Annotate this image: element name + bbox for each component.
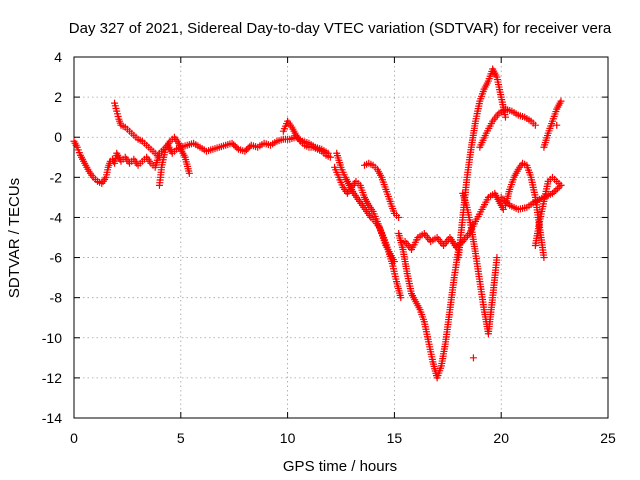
data-point (244, 144, 252, 152)
axis-ticks (73, 56, 609, 419)
data-point (499, 195, 507, 203)
x-tick-label: 15 (387, 430, 403, 446)
y-tick-label: -2 (50, 169, 63, 185)
data-point (397, 294, 405, 302)
data-point (185, 169, 193, 177)
y-axis-label: SDTVAR / TECUs (6, 178, 23, 298)
data-point (246, 143, 254, 151)
grid-lines (74, 57, 608, 418)
data-point (504, 200, 512, 208)
data-point (502, 198, 510, 206)
x-tick-label: 25 (600, 430, 616, 446)
data-point (228, 139, 236, 147)
data-point (395, 213, 403, 221)
data-point (554, 185, 562, 193)
chart-title: Day 327 of 2021, Sidereal Day-to-day VTE… (69, 20, 612, 37)
data-point (550, 188, 558, 196)
data-point (552, 186, 560, 194)
data-points (70, 65, 565, 382)
data-point (493, 254, 501, 262)
data-point (557, 181, 565, 189)
data-point (230, 141, 238, 149)
data-point (241, 147, 249, 155)
data-point (540, 254, 548, 262)
x-tick-label: 20 (493, 430, 509, 446)
data-point (557, 97, 565, 105)
data-point (326, 153, 334, 161)
x-tick-label: 0 (70, 430, 78, 446)
y-tick-label: -12 (42, 370, 62, 386)
y-tick-label: 2 (54, 89, 62, 105)
x-tick-label: 10 (280, 430, 296, 446)
data-point (501, 113, 509, 121)
y-tick-label: -14 (42, 410, 62, 426)
y-tick-label: -10 (42, 330, 62, 346)
data-point (548, 189, 556, 197)
data-point (531, 121, 539, 129)
y-tick-label: -4 (50, 209, 63, 225)
x-tick-labels: 0 5 10 15 20 25 (70, 430, 616, 446)
y-tick-labels: -14 -12 -10 -8 -6 -4 -2 0 2 4 (42, 49, 62, 426)
y-tick-label: -8 (50, 290, 63, 306)
x-tick-label: 5 (177, 430, 185, 446)
data-point (497, 193, 505, 201)
data-point (242, 146, 250, 154)
y-tick-label: 4 (54, 49, 62, 65)
data-point (231, 142, 239, 150)
x-axis-label: GPS time / hours (283, 458, 397, 475)
data-point (469, 354, 477, 362)
data-point (501, 197, 509, 205)
data-point (499, 205, 507, 213)
y-tick-label: -6 (50, 250, 63, 266)
data-point (553, 121, 561, 129)
plot-frame (73, 56, 609, 419)
data-point (233, 144, 241, 152)
y-tick-label: 0 (54, 129, 62, 145)
